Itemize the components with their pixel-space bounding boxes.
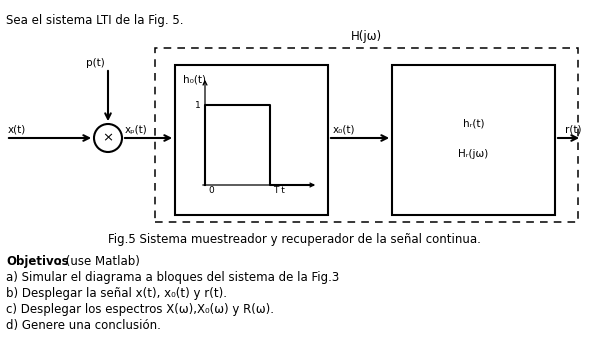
Text: hᵣ(t): hᵣ(t) xyxy=(463,119,484,129)
Text: H(jω): H(jω) xyxy=(351,30,382,43)
Text: d) Genere una conclusión.: d) Genere una conclusión. xyxy=(6,319,161,332)
Bar xyxy=(392,65,555,215)
Text: xₚ(t): xₚ(t) xyxy=(125,124,148,134)
Text: h₀(t): h₀(t) xyxy=(183,75,206,85)
Text: b) Desplegar la señal x(t), x₀(t) y r(t).: b) Desplegar la señal x(t), x₀(t) y r(t)… xyxy=(6,287,227,300)
Text: Fig.5 Sistema muestreador y recuperador de la señal continua.: Fig.5 Sistema muestreador y recuperador … xyxy=(108,233,481,246)
Bar xyxy=(155,48,578,222)
Text: Sea el sistema LTI de la Fig. 5.: Sea el sistema LTI de la Fig. 5. xyxy=(6,14,184,27)
Text: p(t): p(t) xyxy=(86,58,105,68)
Text: c) Desplegar los espectros X(ω),X₀(ω) y R(ω).: c) Desplegar los espectros X(ω),X₀(ω) y … xyxy=(6,303,274,316)
Bar xyxy=(175,65,328,215)
Text: a) Simular el diagrama a bloques del sistema de la Fig.3: a) Simular el diagrama a bloques del sis… xyxy=(6,271,339,284)
Text: T t: T t xyxy=(273,186,285,195)
Text: 1: 1 xyxy=(195,100,201,110)
Text: Hᵣ(jω): Hᵣ(jω) xyxy=(458,149,489,159)
Text: x(t): x(t) xyxy=(8,124,27,134)
Text: Objetivos: Objetivos xyxy=(6,255,69,268)
Text: x₀(t): x₀(t) xyxy=(333,124,356,134)
Text: r(t): r(t) xyxy=(565,124,582,134)
Text: 0: 0 xyxy=(208,186,214,195)
Text: ×: × xyxy=(102,131,114,145)
Text: : (use Matlab): : (use Matlab) xyxy=(58,255,140,268)
